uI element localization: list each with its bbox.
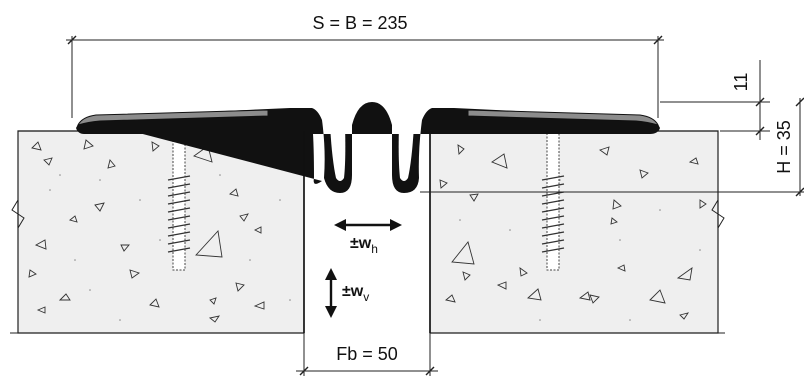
gap-dimension-label: Fb = 50 [336, 344, 398, 364]
vertical-movement-arrow [325, 268, 337, 318]
vertical-movement-label: ±wv [342, 283, 369, 304]
rubber-fold-inner-right [398, 116, 414, 181]
horizontal-movement-arrow [334, 219, 402, 231]
anchor-screw-left [167, 127, 191, 271]
steel-plate-right [467, 109, 659, 126]
horizontal-movement-main: ±w [350, 235, 372, 252]
right-concrete-slab [429, 130, 725, 334]
rubber-profile [76, 102, 660, 193]
anchor-screw-right [541, 127, 565, 271]
vertical-movement-main: ±w [342, 283, 364, 300]
thickness-dimension-label: 11 [731, 73, 751, 92]
width-dimension-label: S = B = 235 [312, 13, 407, 33]
horizontal-movement-sub: h [371, 242, 378, 256]
concrete-speckle [49, 174, 701, 321]
horizontal-movement-label: ±wh [350, 235, 378, 256]
dimension-height [420, 60, 804, 197]
dimension-width [66, 35, 664, 118]
vertical-movement-sub: v [363, 290, 369, 304]
concrete-aggregate-right [439, 144, 707, 320]
height-dimension-label: H = 35 [774, 120, 794, 174]
dimension-gap [296, 333, 438, 376]
steel-plate-left [77, 109, 269, 126]
rubber-fold-inner-left [330, 116, 346, 181]
